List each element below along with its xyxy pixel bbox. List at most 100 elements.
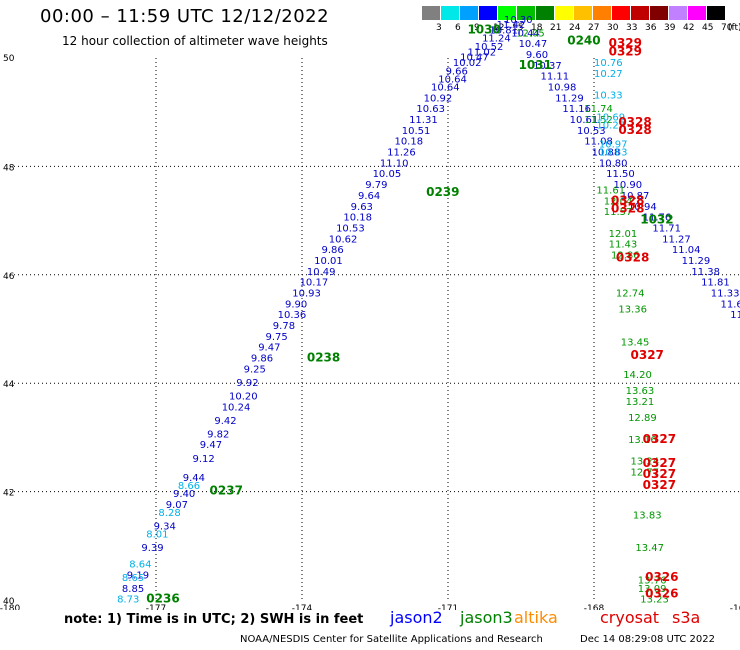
wave-height-value: 10.53 xyxy=(336,223,365,234)
wave-height-value: 11.33 xyxy=(711,288,740,299)
color-scale-label: 70 xyxy=(721,23,733,33)
pass-time-label: 1032 xyxy=(640,212,673,226)
x-tick-label: -180 xyxy=(0,604,20,610)
pass-time-label: 0237 xyxy=(210,483,243,497)
pass-time-label: 0328 xyxy=(611,201,644,215)
y-tick-label: 50 xyxy=(3,54,15,64)
grid-lines xyxy=(10,58,740,600)
pass-time-label: 0239 xyxy=(426,185,459,199)
wave-height-value: 10.01 xyxy=(314,256,343,267)
color-scale-label: 21 xyxy=(550,23,562,33)
wave-height-value: 12.77 xyxy=(631,467,660,478)
color-scale-label: 6 xyxy=(455,23,461,33)
wave-height-value: 9.19 xyxy=(127,570,149,581)
pass-time-label: 0240 xyxy=(567,33,600,47)
wave-height-value: 10.27 xyxy=(596,120,625,131)
wave-height-value: 12.05 xyxy=(516,28,545,39)
color-scale-label: 45 xyxy=(702,23,714,33)
color-scale-swatch xyxy=(422,6,441,20)
wave-height-value: 8.01 xyxy=(146,530,168,541)
pass-time-label: 0326 xyxy=(645,586,678,600)
wave-height-value: 10.18 xyxy=(394,137,423,148)
color-scale-label: 39 xyxy=(664,23,676,33)
wave-height-value: 9.86 xyxy=(251,354,273,365)
pass-time-label: 0238 xyxy=(307,351,340,365)
wave-height-value: 10.76 xyxy=(594,58,623,69)
wave-height-value: 10.63 xyxy=(416,104,445,115)
color-scale-swatch xyxy=(631,6,650,20)
wave-height-value: 8.65 xyxy=(122,573,144,584)
wave-height-value: 10.64 xyxy=(438,74,467,85)
wave-height-value: 12.74 xyxy=(616,288,645,299)
wave-height-value: 9.60 xyxy=(526,50,548,61)
wave-height-value: 8.66 xyxy=(178,481,200,492)
wave-height-value: 11.31 xyxy=(409,115,438,126)
pass-time-label: 0326 xyxy=(645,570,678,584)
wave-height-value: 10.69 xyxy=(596,112,625,123)
wave-height-value: 9.42 xyxy=(214,416,236,427)
wave-height-value: 11.57 xyxy=(604,207,633,218)
wave-height-value: 10.52 xyxy=(475,42,504,53)
color-scale-label: 15 xyxy=(512,23,524,33)
x-tick-label: -174 xyxy=(292,604,313,610)
chart-title: 00:00 – 11:59 UTC 12/12/2022 xyxy=(40,6,330,27)
wave-height-value: 13.76 xyxy=(638,576,667,587)
wave-height-value: 9.82 xyxy=(207,429,229,440)
wave-height-value: 10.47 xyxy=(519,39,548,50)
wave-height-value: 10.05 xyxy=(373,169,402,180)
wave-height-value: 11.29 xyxy=(555,93,584,104)
wave-height-value: 9.47 xyxy=(258,343,280,354)
wave-height-value: 10.90 xyxy=(613,180,642,191)
wave-height-value: 11.11 xyxy=(540,72,569,83)
pass-time-label: 1030 xyxy=(467,23,500,37)
wave-height-value: 11.16 xyxy=(562,104,591,115)
wave-height-value: 10.98 xyxy=(548,83,577,94)
color-scale-unit: (ft) xyxy=(728,23,740,33)
wave-height-value: 11.26 xyxy=(387,148,416,159)
color-scale-label: 33 xyxy=(626,23,638,33)
pass-time-label: 0328 xyxy=(616,250,649,264)
color-scale-label: 18 xyxy=(531,23,543,33)
wave-height-value: 11.10 xyxy=(380,158,409,169)
wave-height-value: 8.64 xyxy=(129,559,151,570)
wave-height-value: 10.92 xyxy=(424,93,453,104)
wave-height-value: 10.81 xyxy=(489,26,518,37)
wave-height-value: 10.62 xyxy=(329,234,358,245)
wave-height-value: 11.27 xyxy=(662,234,691,245)
pass-time-label: 0329 xyxy=(609,44,642,58)
color-scale-swatch xyxy=(441,6,460,20)
chart-subtitle: 12 hour collection of altimeter wave hei… xyxy=(62,34,328,48)
wave-height-value: 10.44 xyxy=(511,28,540,39)
wave-height-value: 11.81 xyxy=(701,278,730,289)
satellite-legend-jason3: jason3 xyxy=(460,608,513,627)
wave-height-value: 10.02 xyxy=(453,58,482,69)
pass-time-label: 1031 xyxy=(519,58,552,72)
wave-height-value: 9.12 xyxy=(193,454,215,465)
satellite-legend-s3a: s3a xyxy=(672,608,701,627)
color-scale-swatch xyxy=(536,6,555,20)
color-scale-swatch xyxy=(650,6,669,20)
wave-height-value: 10.64 xyxy=(431,83,460,94)
wave-height-value: 13.21 xyxy=(626,397,655,408)
pass-time-label: 0327 xyxy=(631,348,664,362)
color-scale-swatch xyxy=(517,6,536,20)
wave-height-value: 9.44 xyxy=(183,473,205,484)
color-scale-swatch xyxy=(479,6,498,20)
wave-height-value: 9.34 xyxy=(154,522,176,533)
wave-height-value: 8.28 xyxy=(158,508,180,519)
wave-height-value: 10.97 xyxy=(599,139,628,150)
wave-height-value: 10.83 xyxy=(599,148,628,159)
x-tick-label: -168 xyxy=(584,604,605,610)
wave-height-value: 9.66 xyxy=(446,66,468,77)
pass-time-label: 0236 xyxy=(146,592,179,606)
wave-height-value: 12.86 xyxy=(611,251,640,262)
wave-height-value: 11.61 xyxy=(596,186,625,197)
wave-height-value: 10.94 xyxy=(628,202,657,213)
wave-height-value: 10.51 xyxy=(402,126,431,137)
wave-height-value: 10.49 xyxy=(307,267,336,278)
color-scale-label: 36 xyxy=(645,23,657,33)
wave-height-value: 11.42 xyxy=(497,20,526,31)
wave-height-value: 10.27 xyxy=(594,69,623,80)
wave-height-value: 9.79 xyxy=(365,180,387,191)
wave-height-value: 9.39 xyxy=(141,543,163,554)
